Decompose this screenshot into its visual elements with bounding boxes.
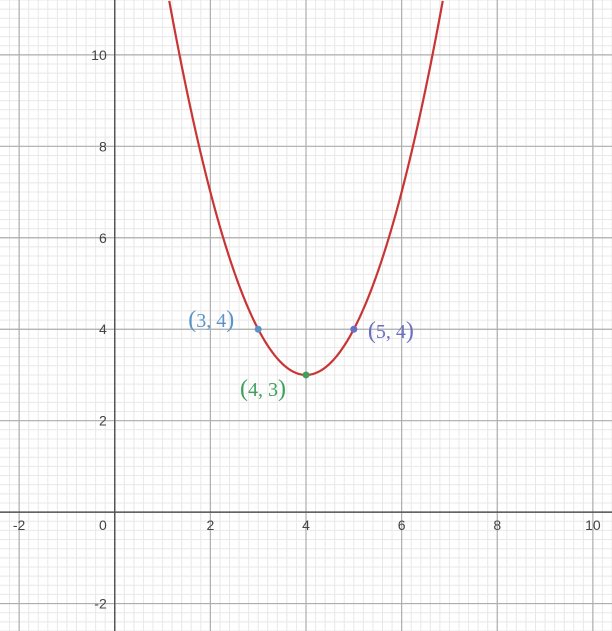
x-tick-label: -2 — [13, 517, 26, 533]
chart-svg: -2 2 4 6 8 10 -2 2 4 6 8 10 0 — [0, 0, 612, 631]
y-tick-label: 2 — [99, 413, 107, 429]
point-marker-2 — [350, 326, 357, 333]
x-tick-label: 6 — [398, 517, 406, 533]
x-tick-label: 2 — [206, 517, 214, 533]
y-tick-label: 8 — [99, 138, 107, 154]
origin-label: 0 — [99, 517, 107, 533]
x-tick-label: 8 — [493, 517, 501, 533]
x-tick-label: 4 — [302, 517, 310, 533]
y-tick-label: 4 — [99, 321, 107, 337]
graph-area: -2 2 4 6 8 10 -2 2 4 6 8 10 0 (3, 4) (4, 3) (5, 4) — [0, 0, 612, 631]
point-marker-0 — [255, 326, 262, 333]
point-label-0: (3, 4) — [188, 307, 234, 334]
x-tick-label: 10 — [585, 517, 601, 533]
y-tick-label: -2 — [94, 596, 107, 612]
point-label-2: (5, 4) — [368, 318, 414, 345]
y-tick-label: 10 — [91, 47, 107, 63]
point-label-1: (4, 3) — [240, 376, 286, 403]
point-marker-1 — [303, 371, 310, 378]
y-tick-label: 6 — [99, 230, 107, 246]
